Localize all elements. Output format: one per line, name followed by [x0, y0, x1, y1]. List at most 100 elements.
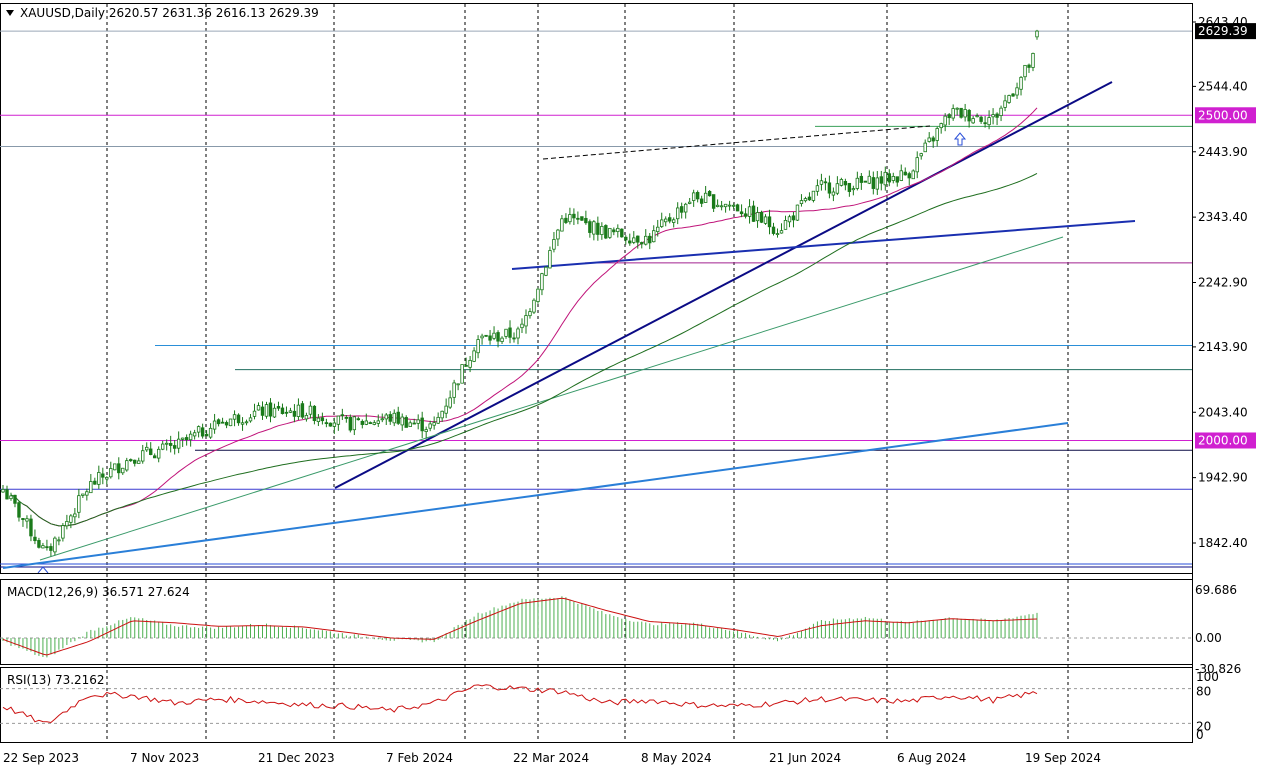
candle-body — [608, 227, 612, 238]
candle-body — [520, 323, 524, 329]
candle-body — [212, 420, 217, 430]
candle-body — [632, 237, 636, 243]
candle-body — [25, 518, 29, 522]
candle-body — [81, 493, 85, 496]
candle-body — [1011, 93, 1015, 97]
price-tick-label: 2343.40 — [1198, 210, 1248, 224]
candle-body — [783, 220, 788, 230]
price-tick-label: 1842.40 — [1198, 536, 1248, 550]
candle-body — [1, 489, 5, 493]
candle-body — [867, 175, 872, 184]
candle-body — [516, 328, 520, 339]
rsi-tick-label: 0 — [1196, 728, 1204, 742]
candle-body — [45, 546, 49, 549]
candle-body — [923, 142, 927, 153]
trend-lines[interactable] — [2, 81, 1136, 569]
candle-body — [807, 196, 812, 201]
chart-header: XAUUSD,Daily 2620.57 2631.36 2616.13 262… — [6, 6, 319, 20]
rsi-panel[interactable] — [0, 684, 1192, 724]
candle-body — [524, 315, 528, 327]
candle-body — [204, 433, 209, 437]
candle-body — [963, 109, 967, 118]
price-panel[interactable] — [0, 29, 1192, 573]
candle-body — [125, 460, 129, 471]
candle-body — [875, 177, 880, 190]
date-tick-label: 21 Jun 2024 — [769, 751, 841, 765]
candle-body — [1007, 95, 1011, 103]
candle-body — [444, 405, 448, 414]
candle-body — [699, 198, 704, 204]
candle-body — [352, 416, 357, 431]
candle-body — [117, 463, 121, 474]
level-2500-badge-bg — [1195, 107, 1256, 124]
candle-body — [388, 414, 392, 422]
candle-body — [164, 442, 169, 445]
candle-body — [512, 337, 516, 340]
candle-body — [376, 420, 380, 424]
candle-body — [823, 181, 828, 184]
candle-body — [596, 222, 600, 235]
candle-body — [935, 128, 939, 141]
candle-body — [372, 422, 376, 425]
rsi-line — [2, 684, 1038, 724]
candle-body — [280, 407, 285, 414]
candle-body — [939, 123, 943, 129]
candle-body — [65, 521, 69, 527]
candle-body — [348, 417, 353, 431]
candle-body — [604, 225, 608, 239]
candle-body — [436, 416, 440, 424]
candle-body — [340, 414, 345, 417]
candle-body — [899, 170, 903, 181]
candle-body — [73, 513, 77, 518]
date-tick-label: 7 Nov 2023 — [130, 751, 199, 765]
candle-body — [236, 414, 241, 424]
candle-body — [959, 107, 963, 118]
candle-body — [240, 422, 245, 425]
macd-tick-label: -30.826 — [1195, 662, 1241, 676]
candle-body — [679, 206, 684, 213]
candle-body — [735, 204, 740, 212]
candle-body — [192, 432, 197, 437]
date-tick-label: 22 Mar 2024 — [513, 751, 589, 765]
candle-body — [695, 192, 700, 200]
candle-body — [927, 137, 931, 142]
main-uptrend-line — [334, 81, 1113, 489]
candlesticks — [1, 29, 1039, 557]
candle-body — [723, 203, 728, 208]
candle-body — [400, 416, 404, 426]
candle-body — [160, 443, 165, 450]
candle-body — [640, 242, 644, 245]
candle-body — [668, 217, 672, 222]
candle-body — [484, 334, 488, 337]
candle-body — [13, 494, 17, 504]
rsi-tick-label: 20 — [1196, 719, 1211, 733]
macd-panel[interactable] — [0, 596, 1192, 658]
candle-body — [53, 537, 57, 553]
candle-body — [244, 421, 249, 424]
candle-body — [328, 422, 333, 427]
candle-body — [320, 417, 325, 422]
candle-body — [468, 359, 472, 368]
macd-tick-label: 69.686 — [1195, 583, 1237, 597]
date-tick-label: 6 Aug 2024 — [897, 751, 966, 765]
candle-body — [556, 229, 560, 240]
collapse-triangle-icon[interactable] — [6, 10, 14, 16]
candle-body — [264, 404, 269, 417]
candle-body — [616, 227, 620, 232]
candle-body — [476, 339, 480, 354]
candle-body — [1035, 30, 1039, 38]
price-scale: 2643.402544.402443.902343.402242.902143.… — [1192, 3, 1256, 742]
candle-body — [751, 205, 756, 222]
rsi-tick-label: 80 — [1196, 685, 1211, 699]
candle-body — [288, 410, 293, 413]
candle-body — [739, 211, 744, 215]
candle-body — [851, 188, 856, 191]
level-2500-badge: 2500.00 — [1198, 108, 1248, 122]
candle-body — [628, 240, 632, 244]
candle-body — [168, 443, 173, 446]
candle-body — [216, 419, 221, 425]
candle-body — [947, 114, 951, 119]
last-price-badge-bg — [1195, 23, 1256, 40]
candle-body — [1023, 64, 1027, 78]
